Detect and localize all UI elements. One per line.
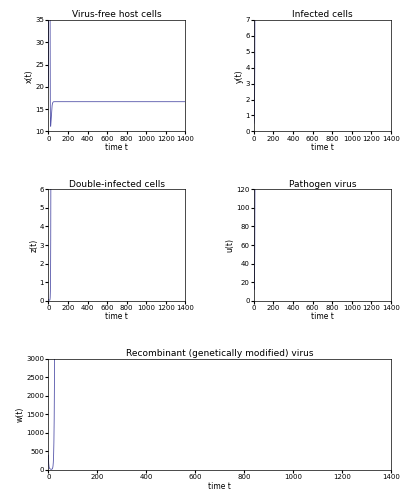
Y-axis label: x(t): x(t) [25, 69, 34, 82]
X-axis label: time t: time t [311, 312, 334, 321]
Title: Pathogen virus: Pathogen virus [289, 180, 356, 188]
X-axis label: time t: time t [106, 143, 128, 152]
Y-axis label: w(t): w(t) [16, 406, 25, 422]
X-axis label: time t: time t [106, 312, 128, 321]
X-axis label: time t: time t [208, 482, 231, 490]
Title: Double-infected cells: Double-infected cells [69, 180, 165, 188]
X-axis label: time t: time t [311, 143, 334, 152]
Title: Virus-free host cells: Virus-free host cells [72, 10, 162, 19]
Y-axis label: z(t): z(t) [29, 238, 38, 252]
Y-axis label: u(t): u(t) [226, 238, 235, 252]
Title: Recombinant (genetically modified) virus: Recombinant (genetically modified) virus [126, 349, 314, 358]
Y-axis label: y(t): y(t) [235, 69, 244, 82]
Title: Infected cells: Infected cells [292, 10, 353, 19]
